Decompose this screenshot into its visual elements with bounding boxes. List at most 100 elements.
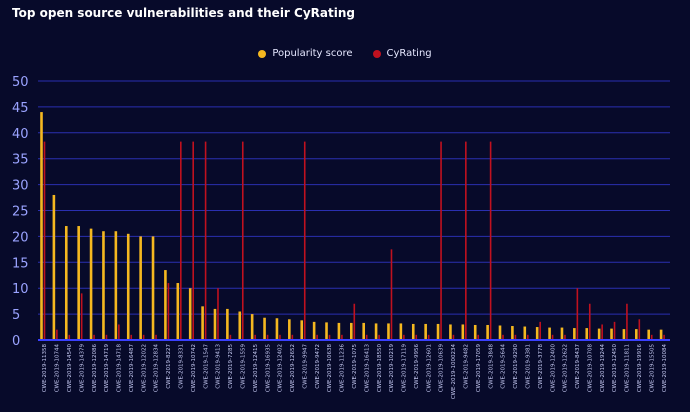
cyrating-bar [43, 141, 46, 340]
popularity-bar [511, 326, 514, 340]
y-tick-label: 20 [12, 230, 29, 245]
legend-label-cyrating: CyRating [386, 48, 432, 59]
popularity-bar [102, 231, 105, 340]
popularity-bar [263, 317, 266, 340]
popularity-bar [77, 226, 80, 340]
popularity-bar [387, 323, 390, 340]
cyrating-bar [192, 141, 195, 340]
x-tick-label: CWE-2019-10084 [662, 344, 668, 393]
cyrating-bar [514, 334, 517, 340]
legend-item-popularity[interactable]: Popularity score [258, 48, 353, 59]
cyrating-bar [180, 141, 182, 340]
popularity-bar [610, 328, 613, 340]
x-tick-label: CWE-2019-16935 [265, 344, 271, 393]
x-tick-label: CWE-2019-14719 [104, 344, 110, 393]
cyrating-bar [303, 141, 306, 340]
cyrating-bar [328, 334, 331, 340]
cyrating-bar [80, 293, 83, 340]
y-tick-label: 0 [12, 334, 20, 349]
popularity-bar [647, 329, 651, 340]
x-tick-label: CWE-2019-12086 [92, 344, 98, 393]
popularity-bar [585, 328, 589, 340]
popularity-bar [498, 325, 502, 340]
x-tick-label: CWE-2019-7285 [228, 344, 234, 389]
cyrating-bar [365, 334, 368, 340]
cyrating-bar [204, 141, 207, 340]
cyrating-bar [241, 141, 244, 340]
x-tick-label: CWE-2019-10219 [389, 344, 395, 393]
x-tick-label: CWE-2019-8227 [166, 344, 172, 389]
popularity-bar [411, 323, 415, 340]
popularity-bar [300, 320, 304, 340]
x-tick-label: CWE-2019-12834 [154, 344, 160, 393]
popularity-bar [622, 329, 626, 340]
legend-swatch-popularity [258, 49, 267, 58]
cyrating-bar [68, 334, 71, 340]
x-tick-label: CWE-2019-10638 [327, 344, 333, 393]
popularity-bar [473, 324, 477, 340]
x-tick-label: CWE-2019-12450 [612, 344, 618, 393]
cyrating-bar [663, 334, 665, 340]
cyrating-bar [477, 334, 480, 340]
cyrating-bar [229, 334, 232, 340]
x-tick-label: CWE-2019-3848 [488, 344, 494, 389]
cyrating-bar [427, 334, 430, 340]
x-tick-label: CWE-2019-12400 [550, 344, 556, 393]
x-tick-label: CWE-2019-1000234 [451, 344, 457, 400]
y-tick-label: 25 [12, 205, 29, 220]
cyrating-bar [564, 334, 566, 340]
x-tick-label: CWE-2019-14540 [67, 344, 73, 393]
popularity-bar [337, 322, 341, 340]
cyrating-bar [142, 334, 145, 340]
cyrating-bar [440, 141, 442, 340]
popularity-bar [89, 228, 93, 340]
legend-swatch-cyrating [372, 49, 381, 58]
cyrating-bar [266, 334, 269, 340]
popularity-bar [238, 311, 242, 340]
x-tick-label: CWE-2019-15505 [649, 344, 655, 393]
chart-legend: Popularity score CyRating [0, 48, 690, 59]
popularity-bar [597, 328, 601, 340]
popularity-bar [560, 327, 564, 340]
popularity-bar [40, 112, 43, 340]
y-tick-label: 40 [12, 127, 29, 142]
popularity-bar [374, 323, 378, 340]
cyrating-bar [489, 141, 492, 340]
x-tick-label: CWE-2019-8331 [179, 344, 185, 389]
y-tick-label: 10 [12, 282, 29, 297]
popularity-bar [250, 314, 254, 340]
x-tick-label: CWE-2019-1547 [203, 344, 209, 389]
popularity-bar [64, 226, 68, 340]
popularity-bar [523, 326, 527, 340]
popularity-bar [548, 327, 551, 340]
cyrating-bar [390, 249, 393, 340]
cyrating-bar [465, 141, 467, 340]
cyrating-bar [279, 334, 281, 340]
cyrating-bar [291, 334, 294, 340]
x-tick-label: CWE-2019-10708 [587, 344, 593, 393]
popularity-bar [164, 270, 167, 340]
legend-item-cyrating[interactable]: CyRating [372, 48, 432, 59]
x-tick-label: CWE-2019-12402 [278, 344, 284, 392]
cyrating-bar [601, 324, 603, 340]
x-tick-label: CWE-2019-14718 [117, 344, 123, 393]
x-tick-label: CWE-2019-12601 [426, 344, 432, 392]
cyrating-bar [130, 334, 133, 340]
cyrating-bar [167, 283, 170, 340]
popularity-bar [635, 329, 638, 340]
popularity-bar [350, 322, 353, 340]
cyrating-bar [588, 303, 591, 340]
x-tick-label: CWE-2019-17119 [402, 344, 408, 393]
popularity-bar [176, 283, 180, 340]
y-tick-label: 15 [12, 256, 29, 271]
cyrating-bar [254, 334, 256, 340]
x-tick-label: CWE-2019-9290 [513, 344, 519, 389]
x-tick-label: CWE-2019-12415 [253, 344, 259, 393]
cyrating-bar [626, 303, 628, 340]
cyrating-bar [341, 334, 343, 340]
popularity-bar [126, 233, 130, 340]
cyrating-bar [118, 324, 120, 340]
cyrating-bar [378, 334, 380, 340]
